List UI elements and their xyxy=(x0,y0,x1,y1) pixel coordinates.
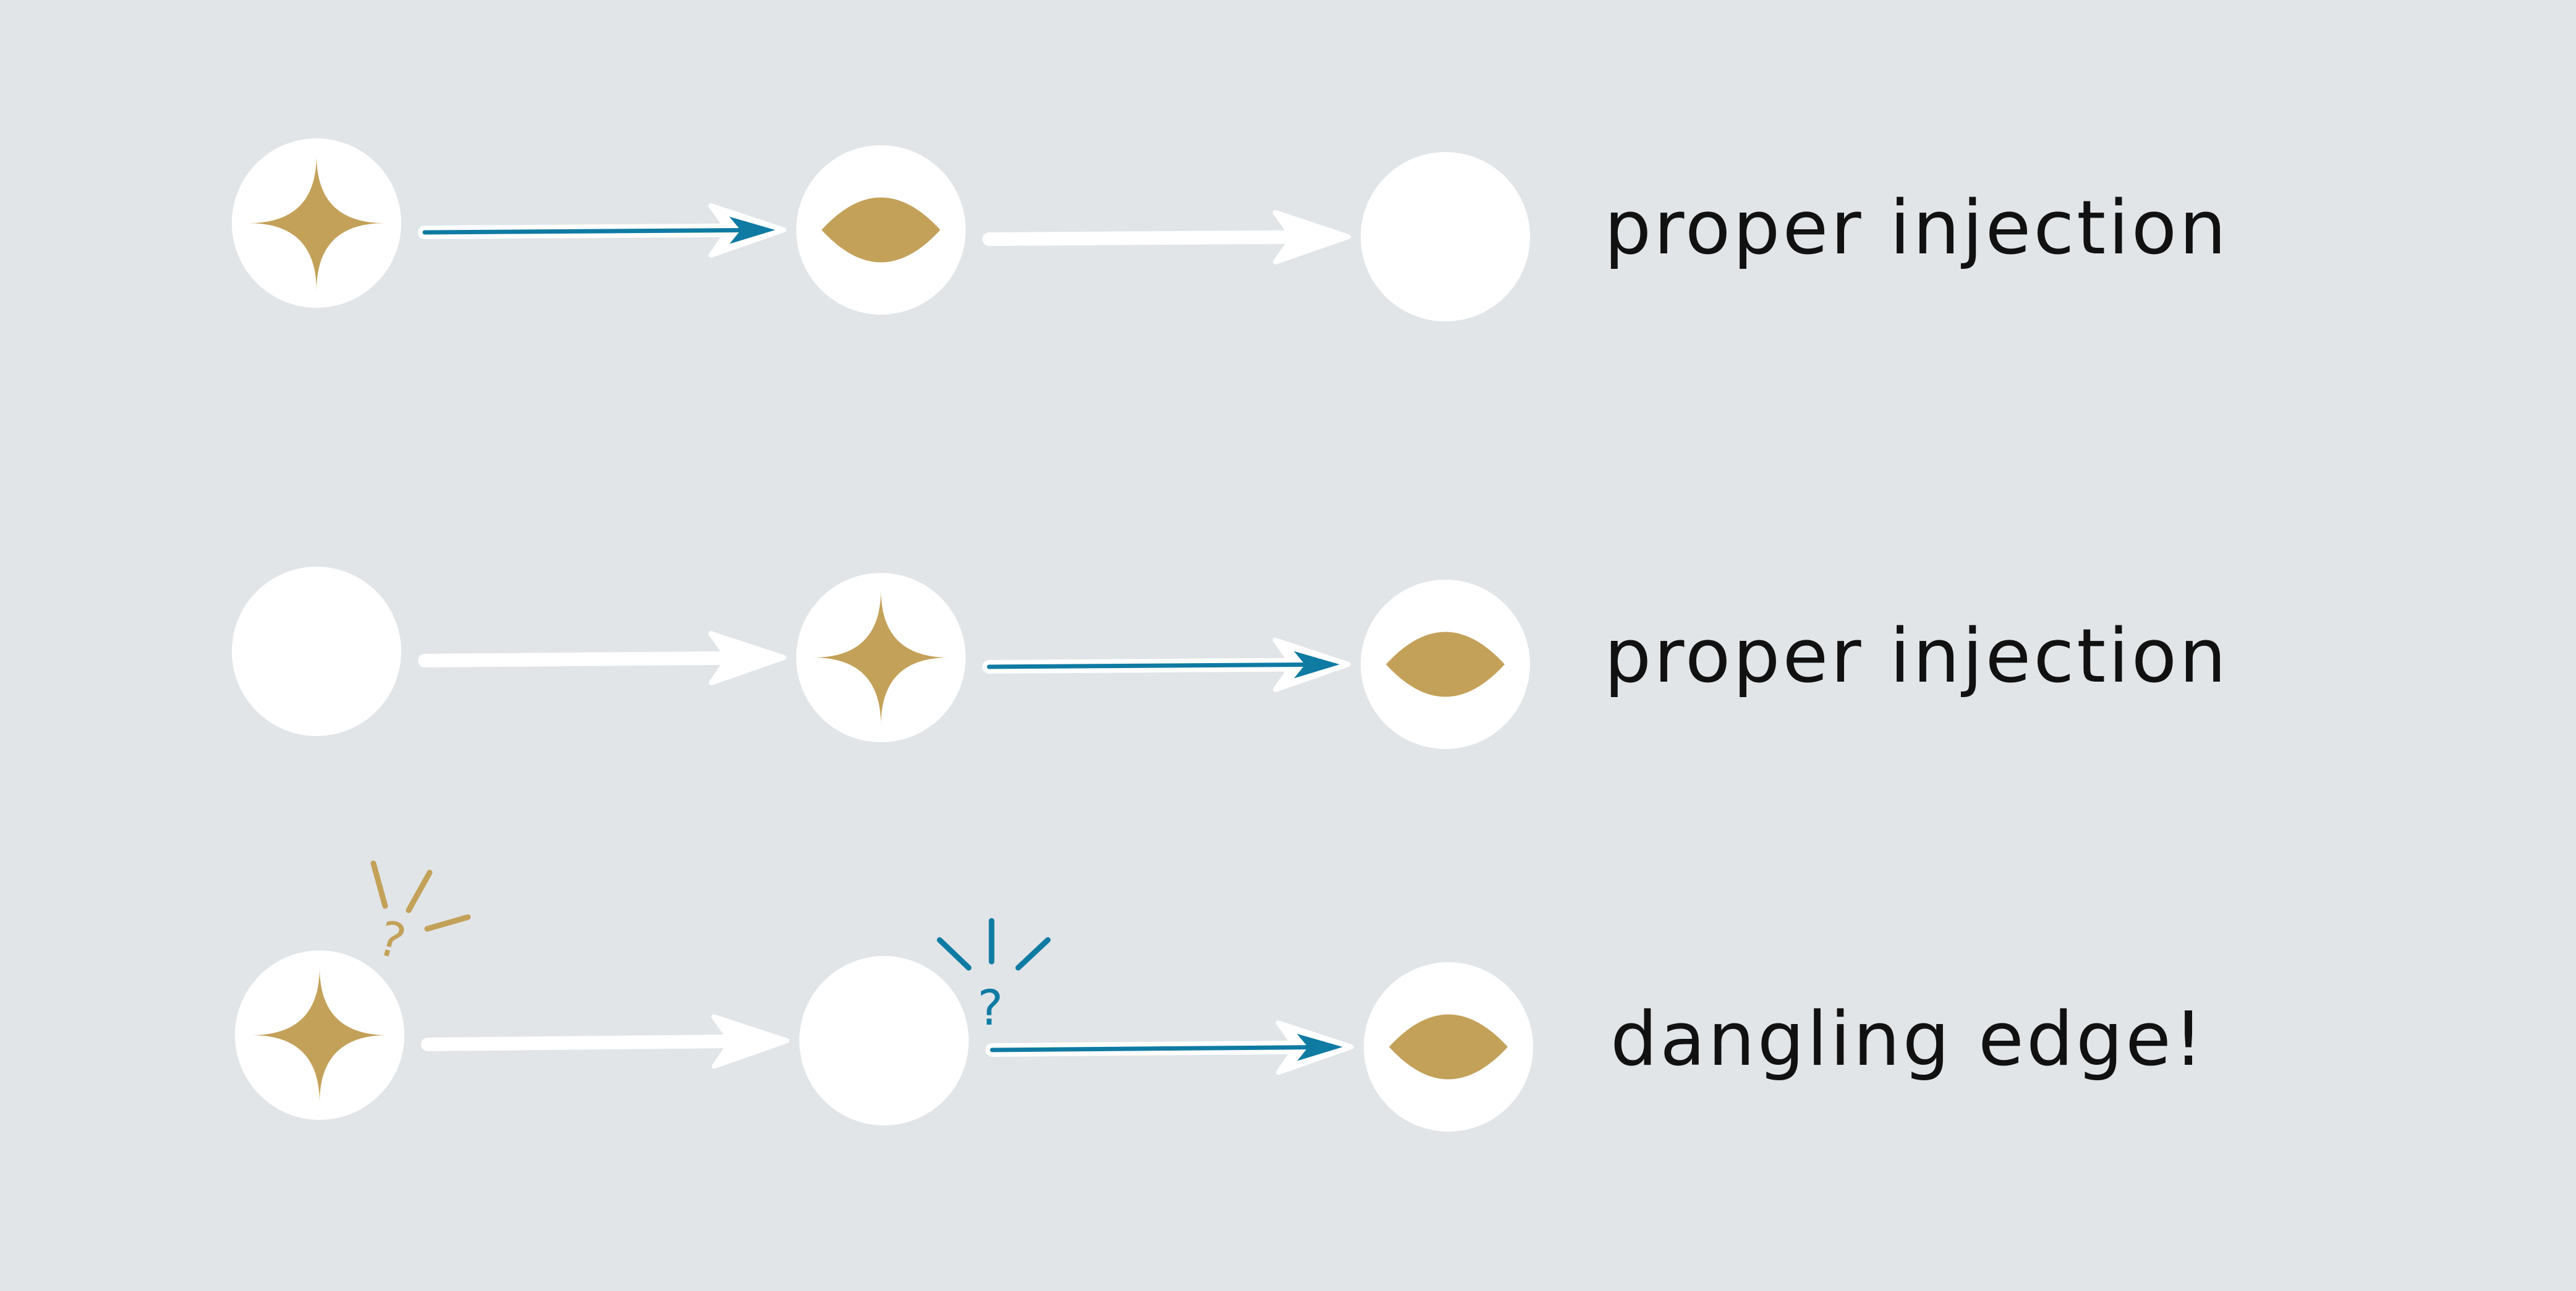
blue-surprise-lines-icon xyxy=(937,918,1051,971)
edge-3-2 xyxy=(985,1020,1354,1075)
question-mark-blue: ? xyxy=(977,981,1003,1036)
node-2-2 xyxy=(796,573,966,742)
row-1: proper injection xyxy=(232,138,2229,321)
edge-3-1 xyxy=(421,1014,790,1069)
edge-1-1-shape xyxy=(418,203,787,258)
row-2-label: proper injection xyxy=(1604,614,2229,700)
node-3-2 xyxy=(799,956,969,1125)
edge-2-2 xyxy=(982,637,1351,692)
edge-1-2 xyxy=(982,210,1351,265)
edge-2-1-shape xyxy=(418,631,786,686)
row-2: proper injection xyxy=(232,567,2229,749)
node-3-3 xyxy=(1364,962,1533,1132)
edge-2-2-shape xyxy=(982,637,1351,692)
node-2-1 xyxy=(232,567,401,736)
edge-1-2-shape xyxy=(982,210,1351,265)
node-2-3 xyxy=(1361,580,1530,749)
node-1-1 xyxy=(232,138,401,308)
row-1-label: proper injection xyxy=(1604,185,2229,271)
node-circle xyxy=(232,567,401,736)
edge-3-2-shape xyxy=(985,1020,1354,1075)
edge-2-1 xyxy=(418,631,786,686)
node-1-3 xyxy=(1361,152,1530,321)
row-3-label: dangling edge! xyxy=(1610,997,2206,1083)
node-1-2 xyxy=(796,145,966,315)
edge-1-1 xyxy=(418,203,787,258)
edge-3-1-shape xyxy=(421,1014,790,1069)
row-3: ? ? dangling edge! xyxy=(235,860,2206,1132)
gold-surprise-lines-icon xyxy=(370,860,471,932)
node-3-1 xyxy=(235,950,404,1120)
node-circle xyxy=(1361,152,1530,321)
node-circle xyxy=(799,956,969,1125)
